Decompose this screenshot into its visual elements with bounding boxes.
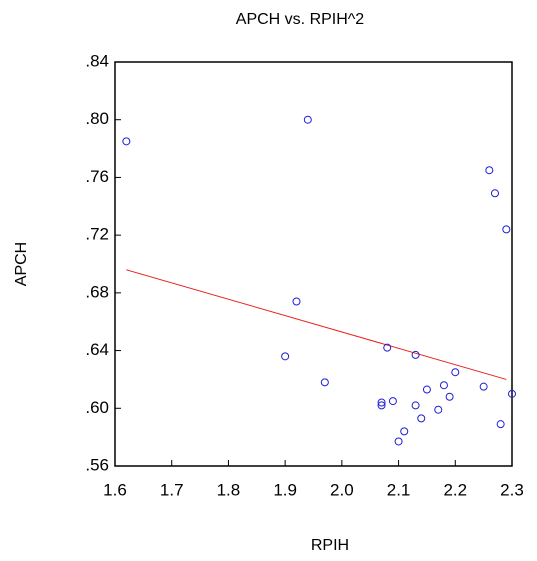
x-axis-label: RPIH [311, 537, 349, 554]
point [388, 397, 397, 406]
point [303, 115, 312, 124]
point [479, 382, 488, 391]
point [451, 368, 460, 377]
point [439, 381, 448, 390]
point [122, 137, 131, 146]
point [445, 392, 454, 401]
y-axis-label: APCH [13, 242, 30, 286]
point [496, 420, 505, 429]
point [377, 398, 386, 407]
y-tick-label: .60 [85, 398, 109, 417]
fit-line [126, 269, 507, 380]
y-tick-label: .84 [85, 51, 109, 70]
point [422, 385, 431, 394]
y-tick-label: .56 [85, 455, 109, 474]
point [281, 352, 290, 361]
point [508, 389, 516, 398]
x-tick-label: 1.6 [103, 480, 127, 499]
x-tick-label: 1.8 [217, 480, 241, 499]
point [434, 405, 443, 414]
point [502, 225, 511, 234]
plot-frame [114, 61, 513, 467]
point [400, 427, 409, 436]
point [383, 343, 392, 352]
y-tick-label: .68 [85, 282, 109, 301]
y-tick-label: .72 [85, 225, 109, 244]
x-tick-label: 2.0 [330, 480, 354, 499]
chart-title: APCH vs. RPIH^2 [236, 11, 365, 28]
point [377, 401, 386, 410]
x-tick-label: 2.1 [387, 480, 411, 499]
y-tick-label: .64 [85, 340, 109, 359]
y-tick-label: .76 [85, 167, 109, 186]
point [417, 414, 426, 423]
x-tick-label: 2.3 [500, 480, 524, 499]
point [411, 350, 420, 359]
point [292, 297, 301, 306]
point [490, 189, 499, 198]
x-tick-label: 1.7 [160, 480, 184, 499]
point [320, 378, 329, 387]
x-tick-label: 1.9 [273, 480, 297, 499]
point [485, 166, 494, 175]
point [394, 437, 403, 446]
y-tick-label: .80 [85, 109, 109, 128]
point [411, 401, 420, 410]
x-tick-label: 2.2 [443, 480, 467, 499]
